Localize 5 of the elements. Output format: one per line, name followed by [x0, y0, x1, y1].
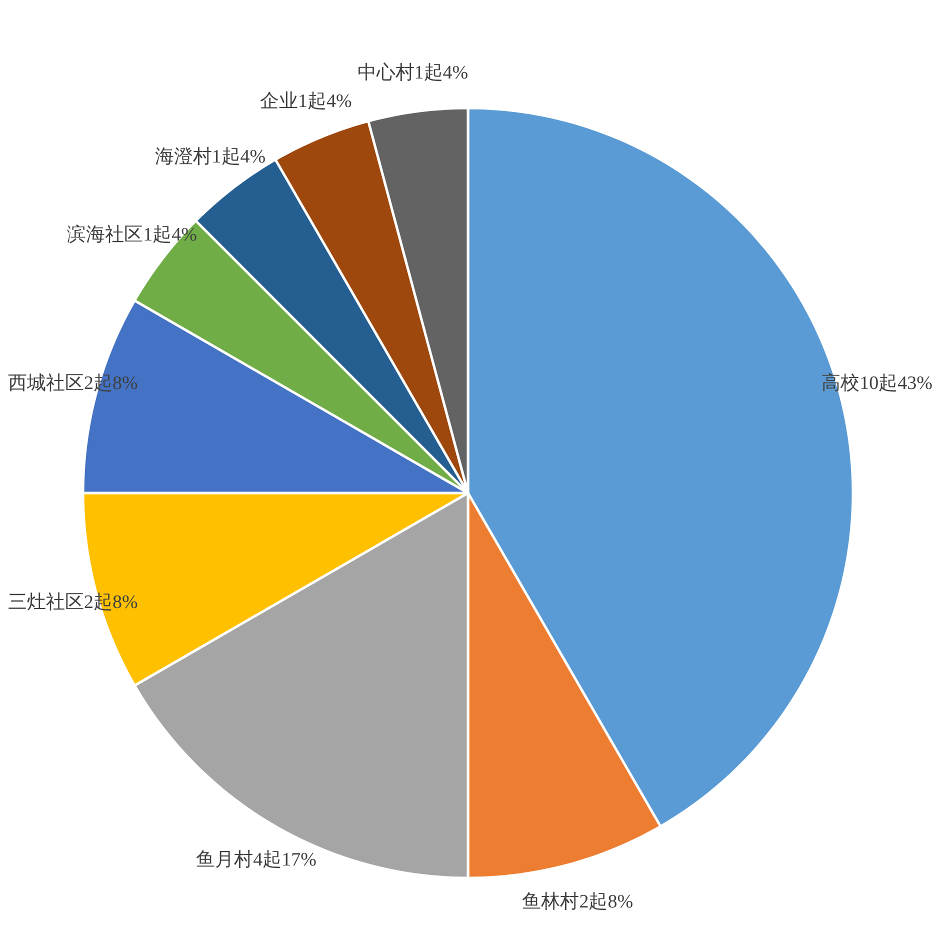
slice-label: 中心村1起4% [357, 62, 468, 84]
slice-label: 鱼林村2起8% [522, 892, 634, 913]
slice-label: 海澄村1起4% [154, 146, 266, 168]
slice-label: 鱼月村4起17% [196, 849, 317, 870]
slice-label: 企业1起4% [260, 91, 352, 112]
